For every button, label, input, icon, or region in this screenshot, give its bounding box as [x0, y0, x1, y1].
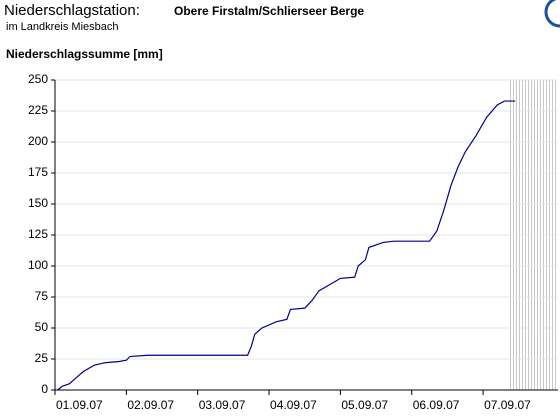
subtitle: im Landkreis Miesbach	[6, 21, 119, 33]
x-tick-label: 02.09.07	[127, 398, 174, 412]
y-tick-label: 100	[28, 258, 48, 272]
x-tick-label: 06.09.07	[413, 398, 460, 412]
y-tick-label: 0	[41, 382, 48, 396]
y-axis-label: Niederschlagssumme [mm]	[6, 47, 163, 61]
chart-title: Niederschlagstation:	[4, 2, 140, 19]
y-tick-label: 200	[28, 134, 48, 148]
y-tick-label: 250	[28, 72, 48, 86]
logo	[544, 0, 560, 28]
data-line	[57, 100, 516, 391]
x-tick-label: 03.09.07	[199, 398, 246, 412]
x-tick-label: 04.09.07	[270, 398, 317, 412]
x-tick-label: 07.09.07	[484, 398, 531, 412]
x-tick-label: 01.09.07	[56, 398, 103, 412]
y-tick-label: 125	[28, 227, 48, 241]
y-tick-label: 175	[28, 165, 48, 179]
y-tick-label: 50	[35, 320, 49, 334]
y-tick-label: 25	[35, 351, 49, 365]
x-tick-label: 05.09.07	[341, 398, 388, 412]
station-name: Obere Firstalm/Schlierseer Berge	[174, 4, 364, 18]
y-tick-label: 225	[28, 103, 48, 117]
y-tick-label: 150	[28, 196, 48, 210]
y-tick-label: 75	[35, 289, 49, 303]
